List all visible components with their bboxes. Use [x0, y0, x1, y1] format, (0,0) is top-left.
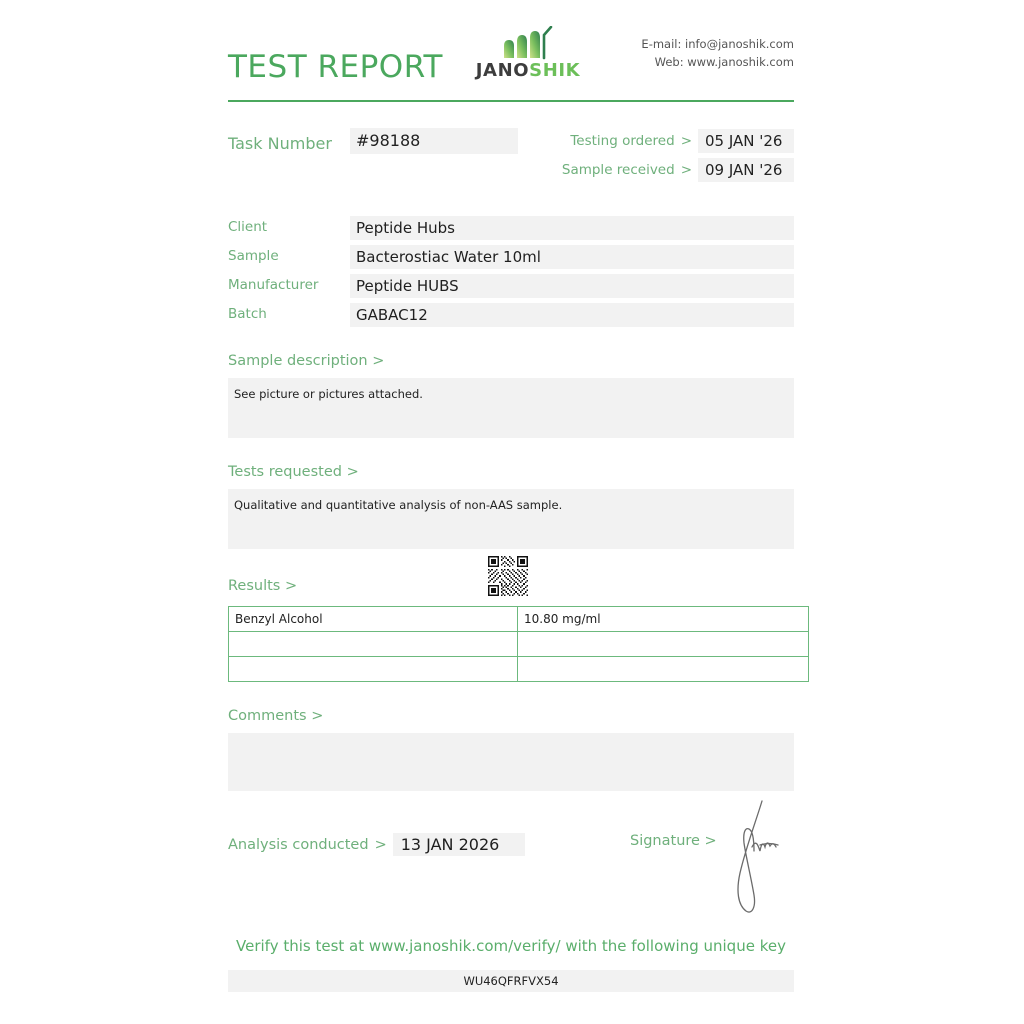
brand-wordmark: JANOSHIK [468, 62, 588, 80]
field-client-label: Client [228, 219, 268, 235]
task-number-row: Task Number #98188 Testing ordered > 05 … [228, 126, 794, 194]
results-heading-row: Results > [228, 556, 794, 597]
field-manufacturer-value: Peptide HUBS [350, 274, 794, 298]
tests-requested-section: Tests requested > Qualitative and quanti… [228, 464, 794, 549]
field-manufacturer-label: Manufacturer [228, 277, 319, 293]
sample-received-label: Sample received [561, 162, 675, 178]
result-name-cell [228, 656, 518, 682]
signature-label: Signature > [630, 833, 717, 849]
contact-email: E-mail: info@janoshik.com [641, 37, 794, 51]
brand-word-green: SHIK [529, 60, 581, 81]
results-section: Results > [228, 556, 809, 682]
analysis-conducted-value: 13 JAN 2026 [392, 833, 525, 856]
field-sample: Sample Bacterostiac Water 10ml [228, 245, 794, 269]
results-table: Benzyl Alcohol 10.80 mg/ml [228, 606, 809, 682]
janoshik-logo-icon [504, 26, 553, 60]
signature-icon [737, 800, 779, 913]
result-value-cell [517, 631, 809, 657]
testing-ordered-row: Testing ordered > 05 JAN '26 [570, 129, 794, 153]
sample-info-fields: Client Peptide Hubs Sample Bacterostiac … [228, 216, 794, 327]
tests-requested-box: Qualitative and quantitative analysis of… [228, 489, 794, 549]
report-header: TEST REPORT JANOSHIK [228, 0, 794, 104]
analysis-conducted-arrow: > [374, 836, 387, 853]
field-batch-value: GABAC12 [350, 303, 794, 327]
sample-description-heading: Sample description > [228, 353, 385, 369]
brand-logo: JANOSHIK [468, 26, 588, 80]
report-content: TEST REPORT JANOSHIK [228, 0, 809, 992]
sample-description-section: Sample description > See picture or pict… [228, 353, 794, 438]
result-name-cell: Benzyl Alcohol [228, 606, 518, 632]
testing-ordered-label: Testing ordered [570, 133, 675, 149]
field-batch: Batch GABAC12 [228, 303, 794, 327]
unique-key-value: WU46QFRFVX54 [228, 970, 794, 992]
table-row [228, 631, 809, 657]
qr-code-icon [488, 556, 528, 596]
result-value-cell [517, 656, 809, 682]
brand-word-dark: JANO [475, 60, 530, 81]
comments-box [228, 733, 794, 791]
analysis-conducted-label: Analysis conducted [228, 836, 369, 853]
contact-web: Web: www.janoshik.com [654, 54, 794, 69]
testing-ordered-arrow: > [680, 133, 692, 149]
tests-requested-heading: Tests requested > [228, 464, 359, 480]
sample-received-arrow: > [680, 162, 692, 178]
field-client-value: Peptide Hubs [350, 216, 794, 240]
result-value-cell: 10.80 mg/ml [517, 606, 809, 632]
comments-section: Comments > [228, 708, 794, 791]
sample-description-box: See picture or pictures attached. [228, 378, 794, 438]
page-title: TEST REPORT [228, 49, 443, 85]
comments-heading: Comments > [228, 708, 324, 724]
results-heading: Results > [228, 578, 298, 594]
contact-block: E-mail: info@janoshik.com Web: www.janos… [641, 36, 794, 72]
verify-text: Verify this test at www.janoshik.com/ver… [236, 937, 786, 955]
field-batch-label: Batch [228, 306, 267, 322]
field-client: Client Peptide Hubs [228, 216, 794, 240]
table-row: Benzyl Alcohol 10.80 mg/ml [228, 606, 809, 632]
header-divider [228, 100, 794, 102]
tests-requested-text: Qualitative and quantitative analysis of… [234, 498, 563, 512]
sample-description-text: See picture or pictures attached. [234, 387, 423, 401]
analysis-conducted-row: Analysis conducted > 13 JAN 2026 [228, 833, 525, 856]
field-sample-value: Bacterostiac Water 10ml [350, 245, 794, 269]
result-name-cell [228, 631, 518, 657]
sample-received-value: 09 JAN '26 [698, 158, 794, 182]
task-number-value: #98188 [350, 128, 518, 154]
field-manufacturer: Manufacturer Peptide HUBS [228, 274, 794, 298]
testing-ordered-value: 05 JAN '26 [698, 129, 794, 153]
report-footer: Analysis conducted > 13 JAN 2026 Signatu… [228, 800, 794, 931]
table-row [228, 656, 809, 682]
task-number-label: Task Number [228, 134, 332, 153]
field-sample-label: Sample [228, 248, 279, 264]
sample-received-row: Sample received > 09 JAN '26 [562, 158, 794, 182]
